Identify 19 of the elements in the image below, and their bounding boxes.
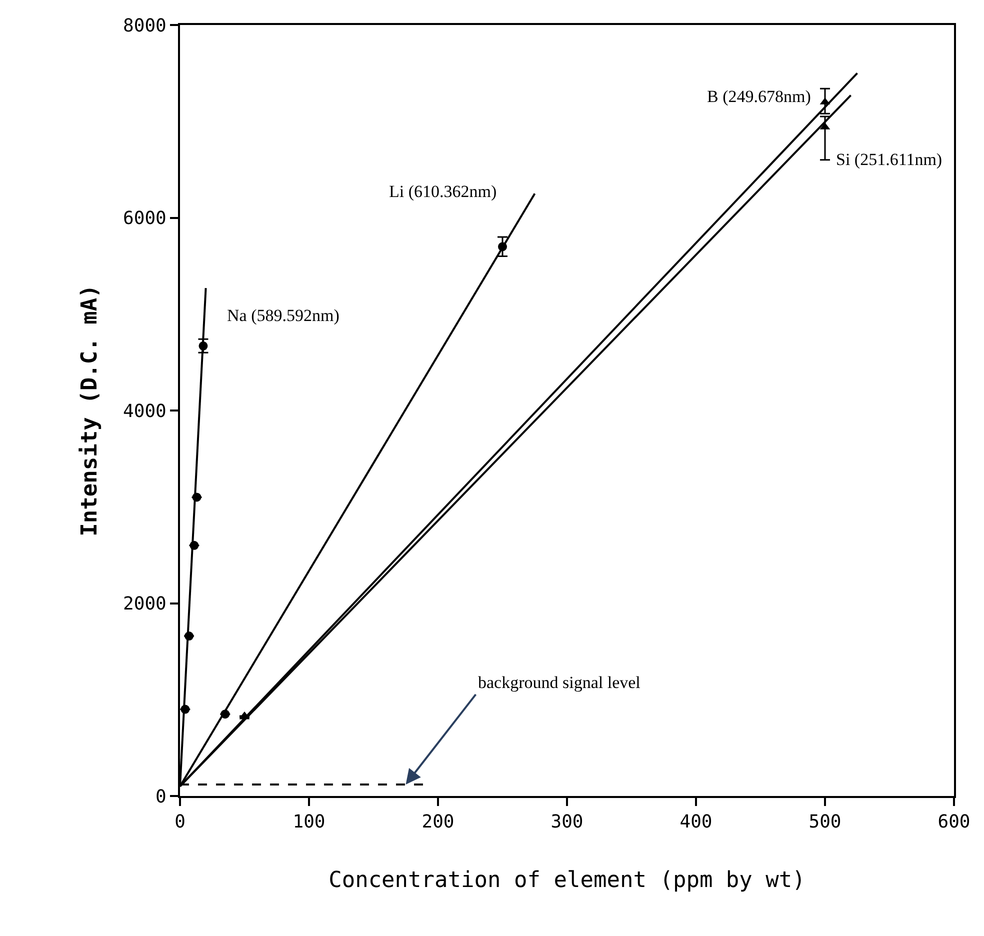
text: Li (610.362nm) (389, 182, 497, 201)
series-label: Si (251.611nm) (836, 150, 942, 169)
y-tick-label: 8000 (123, 15, 166, 36)
y-tick-label: 4000 (123, 400, 166, 422)
annotation: background signal level (478, 673, 641, 692)
y-axis-title: Intensity (D.C. mA) (77, 284, 102, 536)
x-tick-label: 500 (808, 812, 842, 833)
series-label: B (249.678nm) (707, 87, 811, 106)
x-axis-title: Concentration of element (ppm by wt) (328, 868, 806, 893)
x-tick-label: 400 (680, 812, 712, 833)
series-label: Na (589.592nm) (227, 306, 340, 325)
x-tick-label: 600 (938, 812, 970, 833)
y-tick-label: 6000 (123, 208, 166, 230)
x-tick-label: 100 (292, 812, 326, 833)
y-tick-label: 0 (156, 786, 166, 808)
x-tick-label: 200 (422, 812, 454, 833)
y-tick-label: 2000 (123, 594, 166, 615)
x-tick-label: 300 (550, 812, 584, 833)
x-tick-label: 0 (174, 812, 186, 833)
